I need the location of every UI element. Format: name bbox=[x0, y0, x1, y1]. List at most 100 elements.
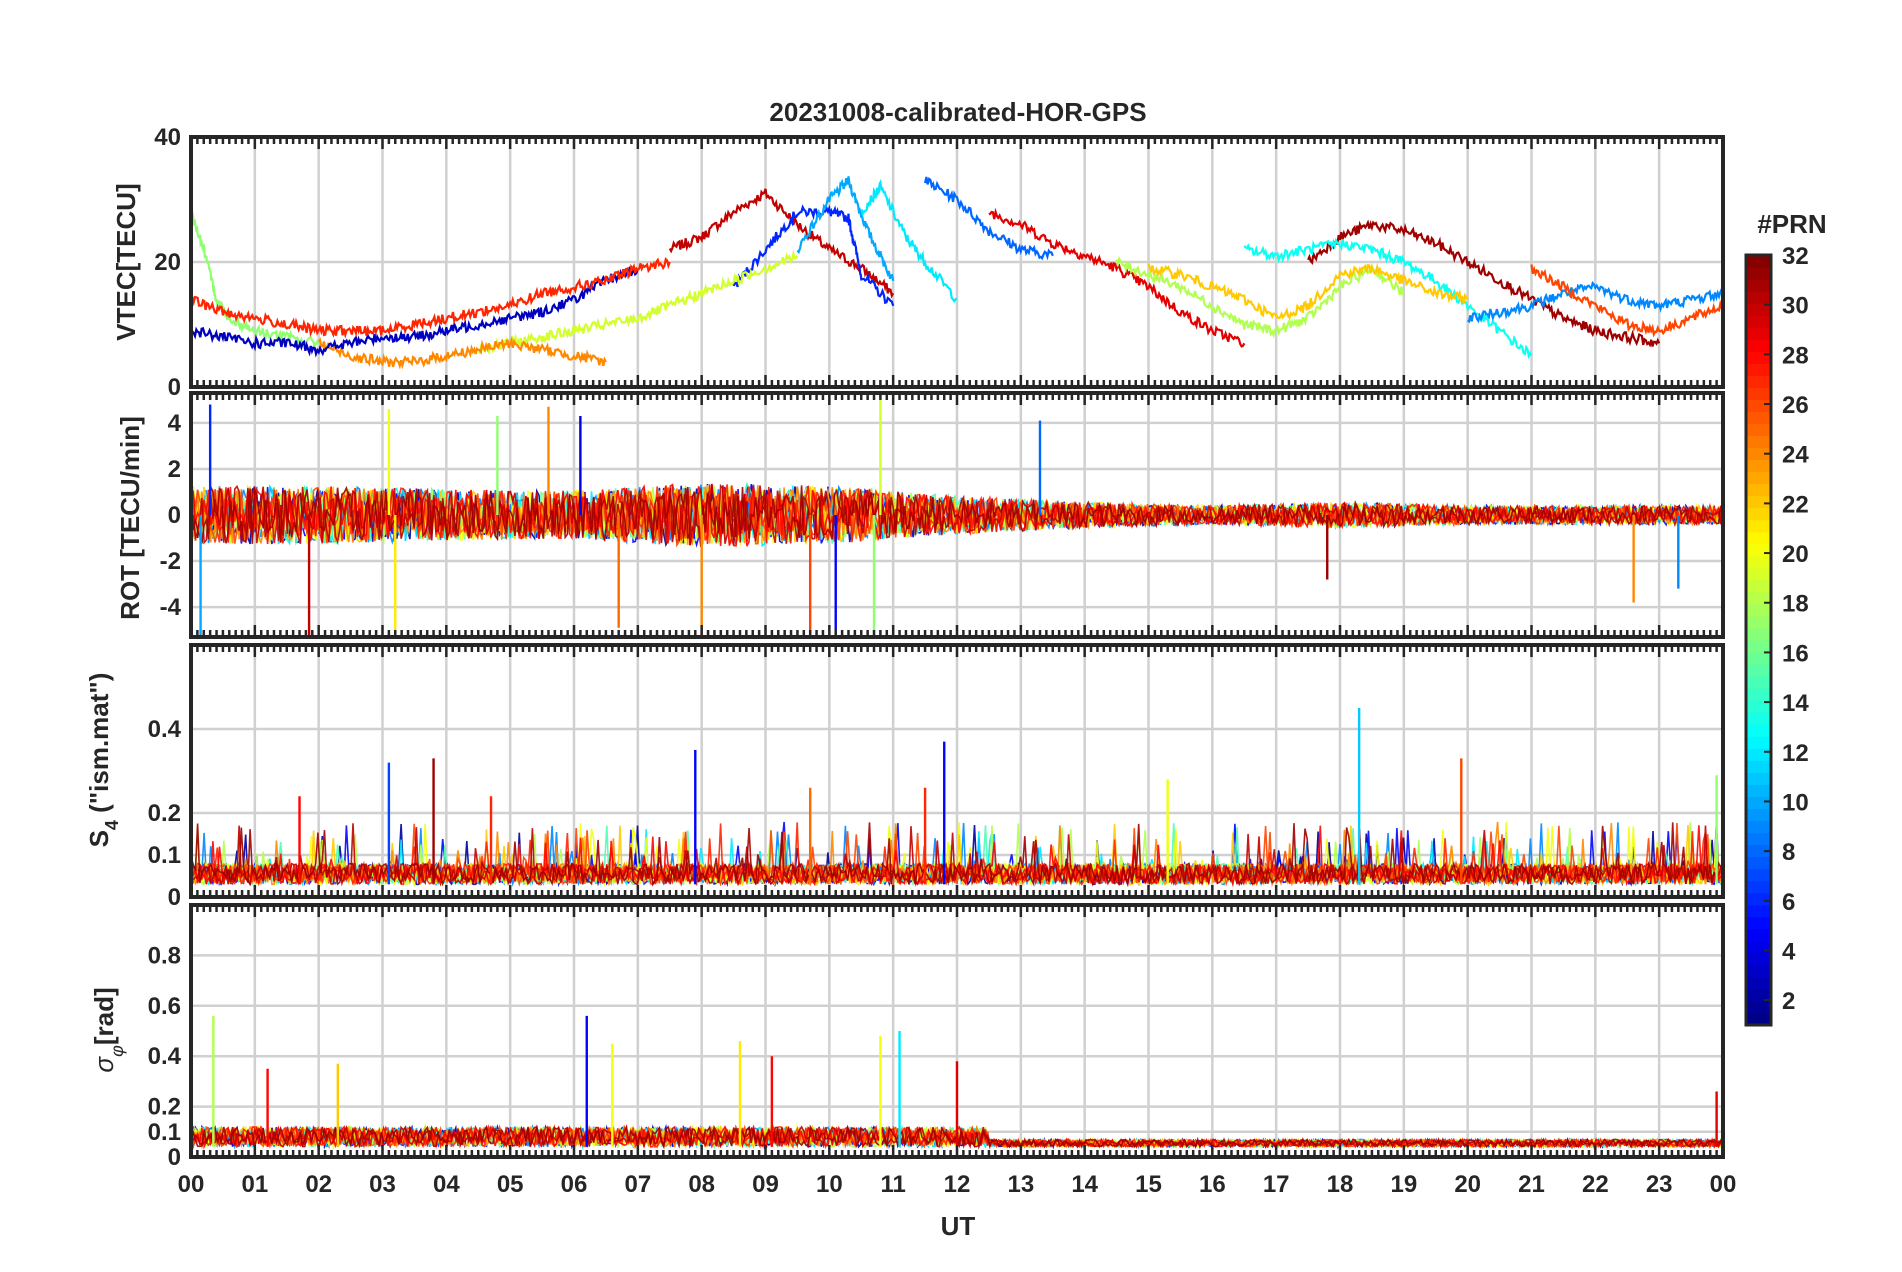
colorbar-segment bbox=[1746, 676, 1771, 689]
colorbar-segment bbox=[1746, 339, 1771, 352]
y-tick-label: 0.1 bbox=[148, 1119, 181, 1146]
colorbar-segment bbox=[1746, 603, 1771, 617]
colorbar-segment bbox=[1746, 315, 1771, 328]
y-tick-label: 0.4 bbox=[148, 716, 182, 743]
x-tick-label: 15 bbox=[1135, 1171, 1162, 1198]
x-tick-label: 14 bbox=[1071, 1171, 1098, 1198]
colorbar-tick-label: 14 bbox=[1782, 690, 1809, 717]
x-axis-label: UT bbox=[941, 1211, 976, 1241]
colorbar-segment bbox=[1746, 435, 1771, 449]
rot-panel: -4 -2 0 2 4 ROT [TECU/min] bbox=[115, 391, 1725, 639]
x-tick-label: 23 bbox=[1646, 1171, 1673, 1198]
x-tick-label: 08 bbox=[688, 1171, 715, 1198]
x-tick-label: 09 bbox=[752, 1171, 779, 1198]
colorbar-segment bbox=[1746, 507, 1771, 521]
y-tick-label: 0 bbox=[168, 1144, 181, 1171]
sigma-phi-ylabel: σφ[rad] bbox=[89, 987, 127, 1072]
vtec-series-line bbox=[732, 204, 895, 307]
x-tick-label: 03 bbox=[369, 1171, 396, 1198]
y-tick-label: 0 bbox=[168, 502, 181, 529]
y-tick-label: -2 bbox=[160, 548, 181, 575]
x-tick-label: 13 bbox=[1007, 1171, 1034, 1198]
colorbar-segment bbox=[1746, 627, 1771, 641]
vtec-series-line bbox=[191, 265, 639, 358]
y-tick-label: -4 bbox=[160, 594, 182, 621]
vtec-series-line bbox=[1147, 262, 1469, 320]
colorbar-tick-label: 16 bbox=[1782, 640, 1809, 667]
colorbar-segment bbox=[1746, 519, 1771, 533]
colorbar-segment bbox=[1746, 736, 1771, 749]
x-tick-label: 19 bbox=[1390, 1171, 1417, 1198]
colorbar-tick-label: 8 bbox=[1782, 839, 1795, 866]
vtec-series-line bbox=[668, 188, 895, 299]
vtec-axes-frame bbox=[189, 135, 1725, 389]
x-tick-label: 01 bbox=[241, 1171, 268, 1198]
vtec-series-line bbox=[191, 257, 671, 339]
y-tick-label: 0 bbox=[168, 884, 181, 911]
s4-axes-frame bbox=[189, 643, 1725, 899]
x-tick-label: 17 bbox=[1263, 1171, 1290, 1198]
colorbar-segment bbox=[1746, 459, 1771, 473]
figure-title: 20231008-calibrated-HOR-GPS bbox=[769, 97, 1146, 127]
noise-series-line bbox=[191, 822, 1723, 888]
colorbar-segment bbox=[1746, 844, 1771, 858]
sigma-phi-panel: 00.10.2 0.4 0.6 0.8 σφ[rad] bbox=[89, 903, 1725, 1171]
vtec-series-line bbox=[988, 207, 1246, 348]
colorbar-segment bbox=[1746, 940, 1771, 954]
colorbar-segment bbox=[1746, 652, 1771, 665]
colorbar-tick-label: 4 bbox=[1782, 938, 1796, 965]
colorbar-segment bbox=[1746, 615, 1771, 629]
y-tick-label: 0.1 bbox=[148, 842, 181, 869]
colorbar-segment bbox=[1746, 832, 1771, 846]
y-tick-label: 20 bbox=[154, 249, 181, 276]
sigma-phi-axes-frame bbox=[189, 903, 1725, 1159]
colorbar-segment bbox=[1746, 724, 1771, 737]
x-tick-label: 10 bbox=[816, 1171, 843, 1198]
vtec-panel: 0 20 40 VTEC[TECU] bbox=[111, 124, 1725, 401]
vtec-series-line bbox=[1307, 219, 1661, 348]
colorbar-segment bbox=[1746, 267, 1771, 280]
x-tick-label: 02 bbox=[305, 1171, 332, 1198]
y-tick-label: 0.4 bbox=[148, 1043, 182, 1070]
colorbar-segment bbox=[1746, 303, 1771, 316]
colorbar-segment bbox=[1746, 387, 1771, 400]
y-tick-label: 0.2 bbox=[148, 800, 181, 827]
colorbar-segment bbox=[1746, 916, 1771, 930]
x-tick-label: 22 bbox=[1582, 1171, 1609, 1198]
colorbar-segment bbox=[1746, 688, 1771, 701]
colorbar-segment bbox=[1746, 411, 1771, 425]
colorbar-tick-label: 24 bbox=[1782, 442, 1809, 469]
colorbar-segment bbox=[1746, 868, 1771, 882]
x-tick-label: 05 bbox=[497, 1171, 524, 1198]
colorbar-segment bbox=[1746, 531, 1771, 545]
sigma-phi-ylabel-rest: [rad] bbox=[89, 987, 119, 1045]
colorbar-segment bbox=[1746, 976, 1771, 990]
x-tick-label: 04 bbox=[433, 1171, 460, 1198]
colorbar-segment bbox=[1746, 1012, 1771, 1026]
y-tick-label: 0.8 bbox=[148, 942, 181, 969]
colorbar-segment bbox=[1746, 808, 1771, 822]
colorbar-title: #PRN bbox=[1757, 209, 1826, 239]
colorbar-segment bbox=[1746, 423, 1771, 437]
colorbar-segment bbox=[1746, 988, 1771, 1002]
vtec-series-line bbox=[1243, 237, 1533, 360]
colorbar-segment bbox=[1746, 856, 1771, 870]
vtec-series-line bbox=[477, 249, 799, 356]
vtec-series-line bbox=[1466, 280, 1723, 324]
vtec-series-line bbox=[1530, 264, 1723, 338]
y-tick-label: 0.2 bbox=[148, 1094, 181, 1121]
x-tick-label: 21 bbox=[1518, 1171, 1545, 1198]
colorbar-segment bbox=[1746, 904, 1771, 918]
y-tick-label: 2 bbox=[168, 456, 181, 483]
x-tick-label: 20 bbox=[1454, 1171, 1481, 1198]
colorbar-segment bbox=[1746, 591, 1771, 605]
y-tick-label: 0.6 bbox=[148, 993, 181, 1020]
s4-ylabel-main: S bbox=[84, 830, 114, 847]
colorbar-tick-label: 26 bbox=[1782, 392, 1809, 419]
colorbar-segment bbox=[1746, 327, 1771, 340]
x-tick-label: 00 bbox=[178, 1171, 205, 1198]
colorbar-segment bbox=[1746, 700, 1771, 713]
colorbar-segment bbox=[1746, 760, 1771, 773]
colorbar-segment bbox=[1746, 291, 1771, 304]
